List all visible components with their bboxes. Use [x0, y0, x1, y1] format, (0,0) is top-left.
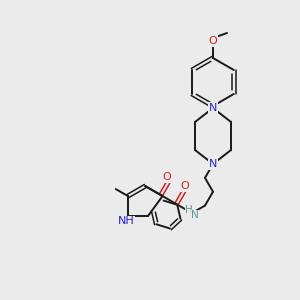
Text: N: N — [191, 210, 199, 220]
Text: O: O — [163, 172, 171, 182]
Text: O: O — [180, 181, 189, 191]
Text: NH: NH — [118, 216, 134, 226]
Text: N: N — [209, 159, 217, 169]
Text: N: N — [209, 103, 217, 113]
Text: H: H — [185, 205, 193, 215]
Text: O: O — [208, 36, 217, 46]
